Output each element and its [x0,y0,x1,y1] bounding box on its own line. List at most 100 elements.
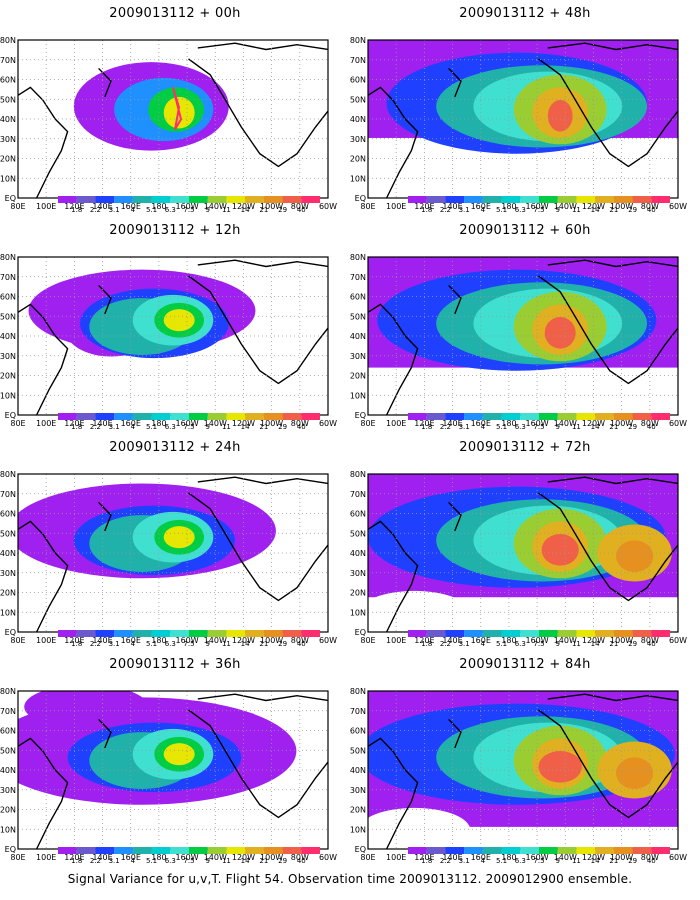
variance-field [18,257,328,415]
colorbar-label: 11 [222,206,231,214]
colorbar-swatch [114,413,133,420]
x-tick-label: 60W [319,636,337,645]
y-tick-label: 40N [350,766,366,775]
x-tick-label: 140W [554,636,577,645]
x-tick-label: 100W [260,853,283,862]
colorbar-label: 40 [647,423,656,431]
y-tick-label: 80N [0,36,16,45]
y-tick-label: 50N [0,312,16,321]
colorbar-label: 5.1 [146,857,157,865]
colorbar-label: 7.5 [183,423,194,431]
colorbar-swatch [132,413,152,420]
colorbar-label: 11 [222,640,231,648]
x-tick-label: 80E [360,853,375,862]
colorbar-label: 4 [131,857,136,865]
y-tick-label: 30N [0,786,16,795]
colorbar-label: 9 [205,423,209,431]
y-tick-label: 30N [350,569,366,578]
y-tick-label: 60N [350,510,366,519]
variance-contour [368,373,471,415]
y-tick-label: 70N [0,707,16,716]
x-tick-label: 80E [10,419,25,428]
x-tick-label: 60W [669,853,687,862]
colorbar-swatch [576,630,596,637]
panel-title: 2009013112 + 00h [109,6,241,21]
colorbar-swatch [426,413,446,420]
colorbar-label: 11 [222,423,231,431]
x-tick-label: 160W [175,636,198,645]
y-tick-label: EQ [5,411,16,420]
y-tick-label: 30N [350,786,366,795]
max-contour [172,87,183,130]
x-tick-label: 120E [414,853,434,862]
colorbar-label: 40 [297,423,306,431]
y-tick-label: 20N [350,806,366,815]
colorbar-swatch [263,413,283,420]
x-tick-label: 160W [525,202,548,211]
colorbar-swatch [151,847,171,854]
colorbar-label: 3.1 [109,640,120,648]
y-tick-label: 20N [0,155,16,164]
variance-field [368,691,678,849]
colorbar-swatch [482,413,502,420]
x-tick-label: 100E [386,202,406,211]
colorbar-swatch [576,847,596,854]
colorbar-label: 14 [241,423,250,431]
x-tick-label: 80W [641,202,659,211]
y-tick-label: 20N [350,372,366,381]
x-tick-label: 180 [501,202,516,211]
colorbar-label: 9 [555,857,559,865]
colorbar-swatch [464,413,483,420]
colorbar-label: 21 [259,423,268,431]
x-tick-label: 160W [525,853,548,862]
variance-contour [368,807,471,849]
y-tick-label: 20N [0,372,16,381]
x-tick-label: 80W [291,636,309,645]
colorbar-swatch [58,413,77,420]
colorbar-swatch [226,630,246,637]
x-tick-label: 100E [386,419,406,428]
colorbar-label: 14 [241,206,250,214]
colorbar-label: 2.2 [90,423,101,431]
y-tick-label: 80N [350,687,366,696]
colorbar-swatch [408,413,427,420]
y-tick-label: 80N [350,36,366,45]
colorbar: 1.8 2.2 3.1 4 5.1 6.3 7.5 9 11 14 21 29 40 [408,847,670,865]
x-tick-label: 60W [669,202,687,211]
x-tick-label: 140E [92,853,112,862]
x-tick-label: 160W [175,202,198,211]
map-figure: 80E 100E 120E 140E 160E 180 160W 140W 120W 100W 80… [0,687,337,865]
colorbar-swatch [539,630,558,637]
y-tick-label: 50N [350,529,366,538]
colorbar-label: 7.5 [533,640,544,648]
colorbar-label: 21 [609,423,618,431]
colorbar-label: 1.8 [421,206,432,214]
colorbar-swatch [632,847,652,854]
colorbar-label: 5.1 [146,640,157,648]
variance-contour [24,691,149,729]
colorbar-label: 3.1 [109,423,120,431]
y-tick-label: 70N [350,490,366,499]
x-tick-label: 140E [92,202,112,211]
x-tick-label: 140W [204,419,227,428]
colorbar-swatch [226,196,246,203]
coastline [17,259,329,416]
colorbar-swatch [170,847,189,854]
panel-title: 2009013112 + 24h [109,440,241,455]
colorbar-label: 3.1 [459,640,470,648]
colorbar-label: 4 [481,206,486,214]
x-tick-label: 140E [92,419,112,428]
colorbar-swatch [482,847,502,854]
x-tick-label: 180 [151,853,166,862]
figure-caption: Signal Variance for u,v,T. Flight 54. Ob… [67,872,633,886]
colorbar-label: 6.3 [165,857,176,865]
colorbar-label: 7.5 [533,857,544,865]
x-tick-label: 120W [582,202,605,211]
colorbar-swatch [595,413,614,420]
colorbar-swatch [613,847,633,854]
colorbar-swatch [189,630,208,637]
colorbar-label: 7.5 [183,640,194,648]
variance-contour [547,100,573,132]
y-tick-label: EQ [355,628,366,637]
colorbar-swatch [76,630,96,637]
